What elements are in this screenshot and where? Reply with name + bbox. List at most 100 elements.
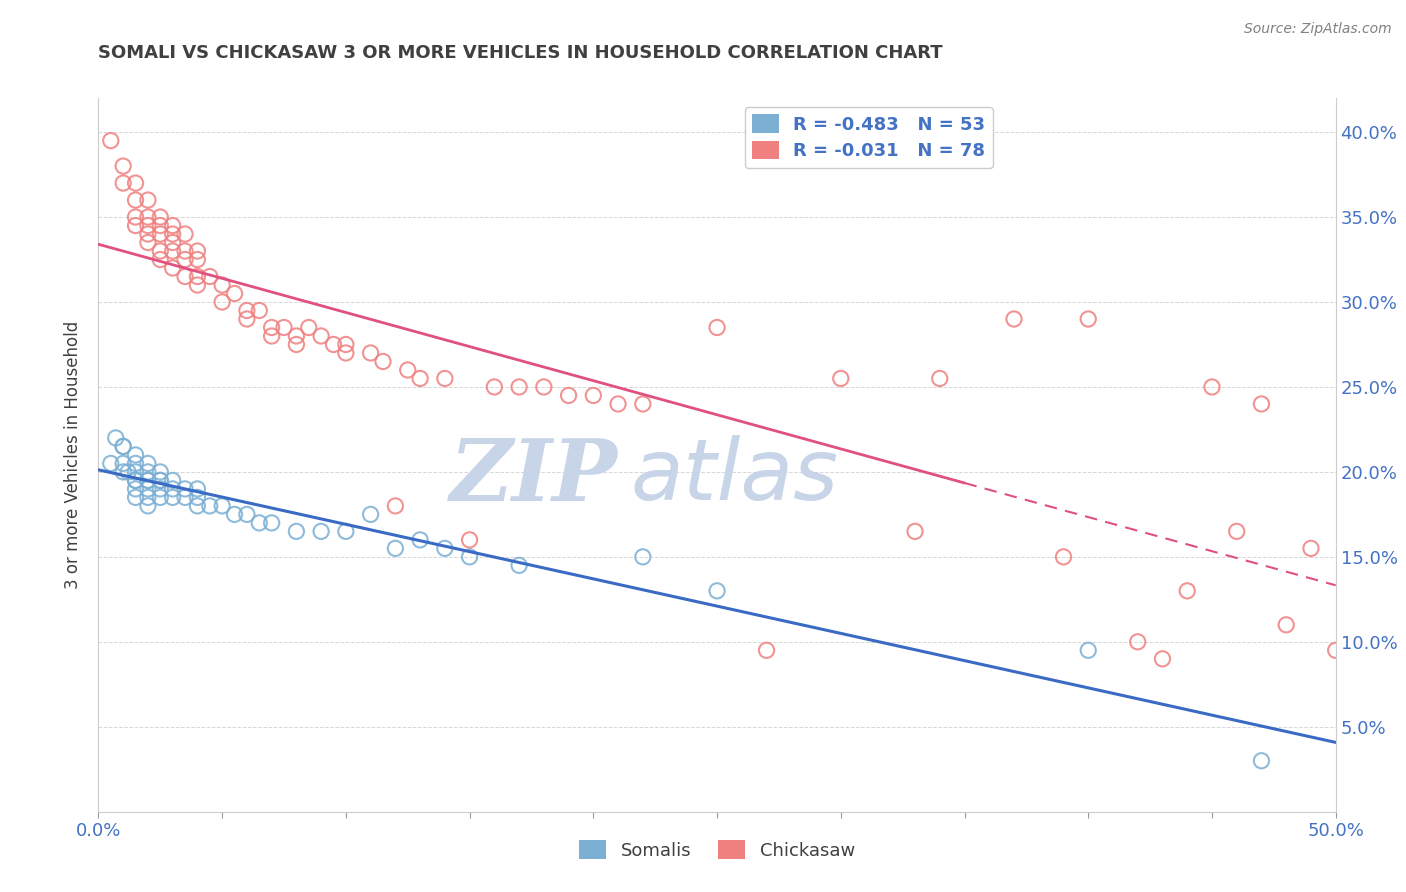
Point — [335, 346, 357, 360]
Text: atlas: atlas — [630, 434, 838, 518]
Point — [830, 371, 852, 385]
Point — [186, 499, 208, 513]
Point — [1077, 312, 1099, 326]
Text: ZIP: ZIP — [450, 434, 619, 518]
Point — [484, 380, 506, 394]
Point — [174, 482, 197, 496]
Point — [124, 474, 146, 488]
Point — [1275, 617, 1298, 632]
Point — [162, 474, 184, 488]
Point — [285, 337, 308, 351]
Point — [236, 312, 259, 326]
Point — [124, 457, 146, 471]
Point — [174, 491, 197, 505]
Point — [1226, 524, 1249, 539]
Point — [100, 134, 122, 148]
Point — [104, 431, 127, 445]
Point — [309, 329, 332, 343]
Point — [433, 541, 456, 556]
Point — [174, 244, 197, 258]
Point — [117, 465, 139, 479]
Point — [285, 524, 308, 539]
Point — [236, 508, 259, 522]
Point — [136, 499, 159, 513]
Point — [508, 558, 530, 573]
Legend: Somalis, Chickasaw: Somalis, Chickasaw — [572, 833, 862, 867]
Point — [409, 371, 432, 385]
Point — [100, 457, 122, 471]
Point — [211, 499, 233, 513]
Point — [335, 524, 357, 539]
Point — [198, 269, 221, 284]
Point — [162, 244, 184, 258]
Point — [149, 244, 172, 258]
Point — [136, 465, 159, 479]
Point — [186, 252, 208, 267]
Point — [186, 244, 208, 258]
Point — [174, 227, 197, 241]
Point — [706, 320, 728, 334]
Point — [112, 159, 135, 173]
Point — [755, 643, 778, 657]
Point — [360, 508, 382, 522]
Point — [124, 219, 146, 233]
Point — [396, 363, 419, 377]
Point — [508, 380, 530, 394]
Point — [136, 457, 159, 471]
Point — [149, 474, 172, 488]
Point — [371, 354, 394, 368]
Point — [136, 193, 159, 207]
Point — [631, 397, 654, 411]
Point — [112, 439, 135, 453]
Point — [409, 533, 432, 547]
Point — [433, 371, 456, 385]
Point — [322, 337, 344, 351]
Point — [706, 583, 728, 598]
Point — [112, 457, 135, 471]
Point — [136, 491, 159, 505]
Point — [904, 524, 927, 539]
Point — [162, 219, 184, 233]
Point — [1152, 652, 1174, 666]
Point — [335, 337, 357, 351]
Point — [631, 549, 654, 564]
Point — [136, 219, 159, 233]
Point — [458, 533, 481, 547]
Point — [124, 491, 146, 505]
Point — [162, 491, 184, 505]
Point — [112, 439, 135, 453]
Point — [162, 482, 184, 496]
Point — [149, 465, 172, 479]
Point — [360, 346, 382, 360]
Point — [224, 286, 246, 301]
Point — [928, 371, 950, 385]
Point — [124, 465, 146, 479]
Point — [136, 474, 159, 488]
Point — [198, 499, 221, 513]
Point — [186, 482, 208, 496]
Point — [136, 482, 159, 496]
Point — [112, 465, 135, 479]
Point — [247, 516, 270, 530]
Point — [211, 278, 233, 293]
Point — [458, 549, 481, 564]
Point — [260, 516, 283, 530]
Point — [247, 303, 270, 318]
Point — [1299, 541, 1322, 556]
Point — [557, 388, 579, 402]
Point — [1324, 643, 1347, 657]
Point — [260, 320, 283, 334]
Point — [186, 278, 208, 293]
Text: Source: ZipAtlas.com: Source: ZipAtlas.com — [1244, 22, 1392, 37]
Point — [1052, 549, 1074, 564]
Point — [149, 219, 172, 233]
Point — [1250, 397, 1272, 411]
Point — [174, 252, 197, 267]
Point — [211, 295, 233, 310]
Point — [224, 508, 246, 522]
Point — [1201, 380, 1223, 394]
Point — [124, 474, 146, 488]
Point — [149, 227, 172, 241]
Point — [273, 320, 295, 334]
Point — [136, 227, 159, 241]
